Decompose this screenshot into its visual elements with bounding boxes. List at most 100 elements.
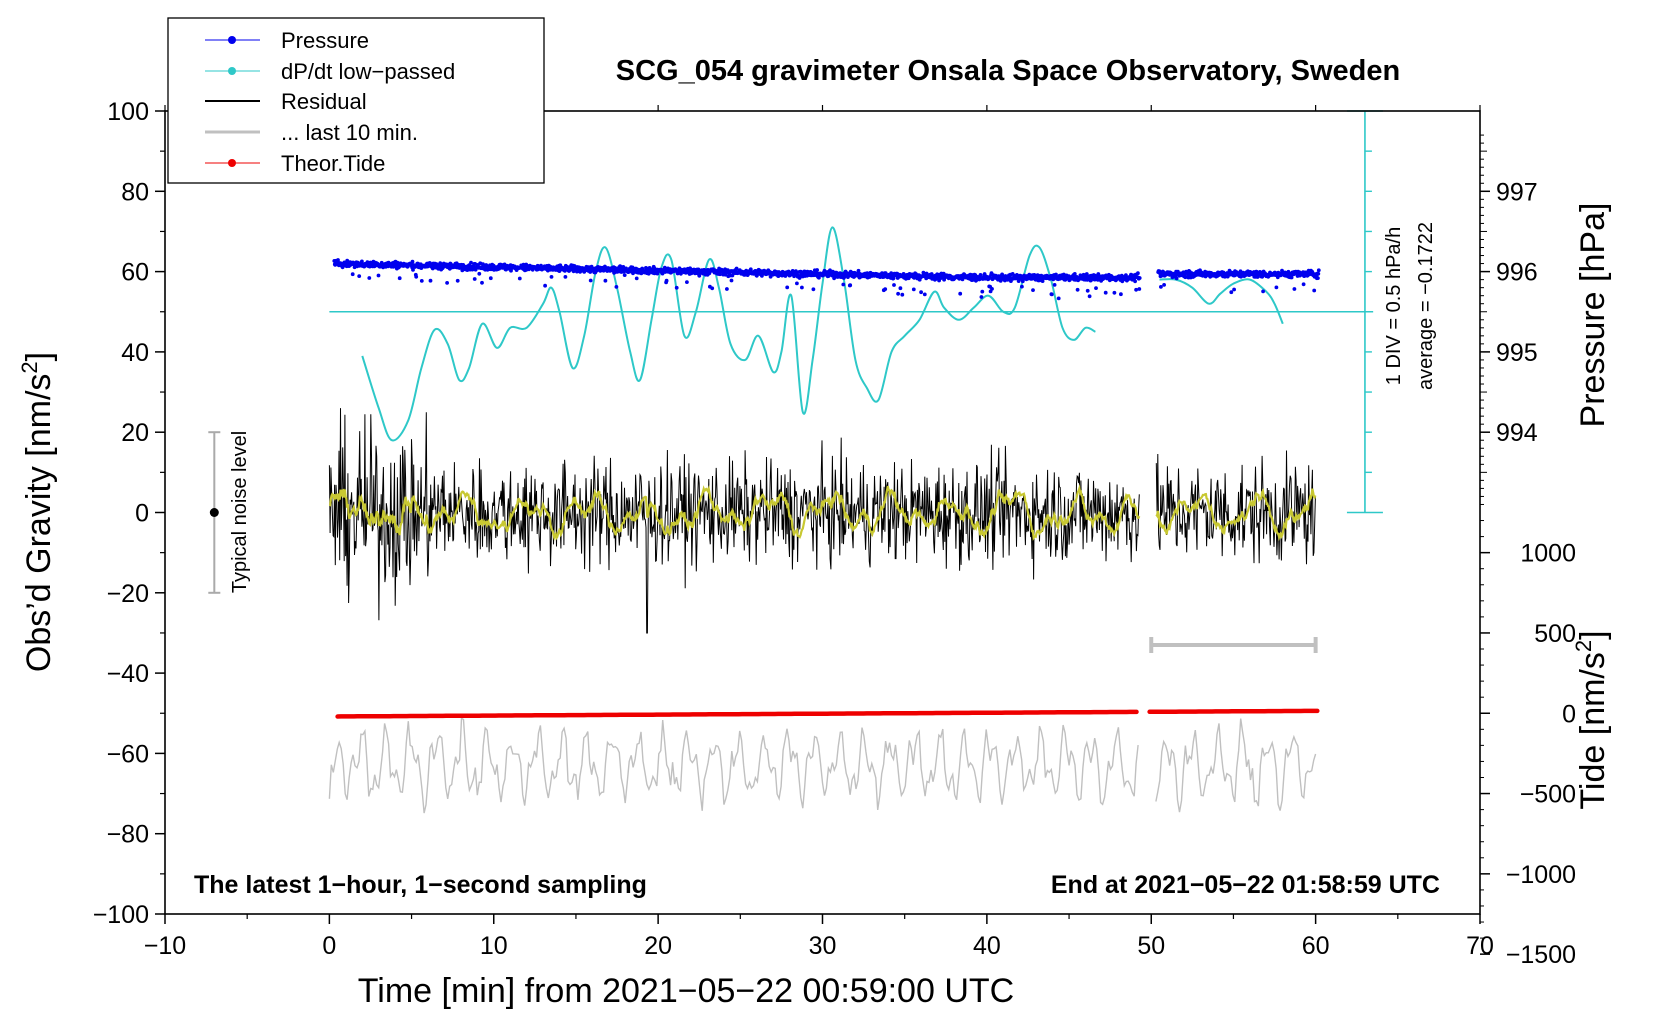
y-tick-label: 0 <box>135 500 149 528</box>
pressure-point <box>919 290 923 295</box>
pressure-point <box>828 268 832 273</box>
pressure-tick-label: 994 <box>1496 419 1538 447</box>
pressure-series <box>332 258 1321 301</box>
pressure-point <box>697 273 702 278</box>
pressure-point <box>549 275 554 279</box>
legend-entry-dpdt: dP/dt low−passed <box>205 59 455 84</box>
chart-title: SCG_054 gravimeter Onsala Space Observat… <box>616 55 1400 87</box>
pressure-point <box>488 276 493 281</box>
pressure-point <box>856 268 861 273</box>
tide-tick-label: −1500 <box>1506 941 1576 969</box>
pressure-point <box>1119 292 1123 297</box>
pressure-point <box>622 273 627 277</box>
noise-level-label: Typical noise level <box>229 431 251 593</box>
x-tick-label: 40 <box>973 932 1001 960</box>
legend-tide-label: Theor.Tide <box>281 151 385 176</box>
tide-tick-label: −500 <box>1520 781 1576 809</box>
pressure-point <box>841 282 846 287</box>
x-tick-label: 70 <box>1466 932 1494 960</box>
residual-smoothed-line <box>328 484 1317 542</box>
tide-tick-label: 1000 <box>1520 540 1576 568</box>
pressure-point <box>815 268 819 272</box>
pressure-point <box>428 278 433 283</box>
pressure-point <box>1316 276 1320 280</box>
pressure-point <box>1316 268 1321 273</box>
pressure-point <box>685 280 689 284</box>
legend-tide-marker <box>228 159 236 167</box>
pressure-point <box>674 285 679 290</box>
pressure-point <box>1162 283 1166 287</box>
pressure-point <box>477 271 482 276</box>
noise-level-point <box>209 508 219 517</box>
pressure-point <box>543 283 547 288</box>
legend-dpdt-label: dP/dt low−passed <box>281 59 455 84</box>
pressure-point <box>1312 288 1317 293</box>
pressure-point <box>1136 271 1140 276</box>
pressure-point <box>883 287 888 291</box>
pressure-point <box>1134 287 1138 292</box>
legend: Pressure dP/dt low−passed Residual ... l… <box>167 17 545 184</box>
pressure-point <box>725 287 729 291</box>
pressure-point <box>1292 287 1297 291</box>
pressure-point <box>1316 271 1321 276</box>
x-tick-label: 50 <box>1137 932 1165 960</box>
pressure-point <box>979 295 984 299</box>
pressure-point <box>563 275 568 279</box>
pressure-point <box>980 289 985 294</box>
y-axis-label-left: Obs’d Gravity [nm/s2] <box>17 352 58 672</box>
pressure-point <box>410 259 415 264</box>
dpdt-average-label: average = −0.1722 <box>1415 222 1437 390</box>
pressure-point <box>655 271 660 276</box>
pressure-point <box>455 278 460 283</box>
legend-pressure-marker <box>228 36 236 44</box>
pressure-point <box>734 266 739 271</box>
axes-layer: −10 0 10 20 30 40 50 60 70−100−80−60−40−20020406… <box>93 98 1576 969</box>
x-tick-label: 10 <box>480 932 508 960</box>
pressure-point <box>336 258 340 262</box>
pressure-point <box>958 291 963 296</box>
pressure-point <box>614 285 619 289</box>
last10-residual-line <box>328 716 1317 814</box>
pressure-point <box>1261 289 1265 294</box>
pressure-point <box>588 278 593 283</box>
dpdt-scale-label: 1 DIV = 0.5 hPa/h <box>1383 227 1405 385</box>
pressure-point <box>1137 287 1142 291</box>
pressure-point <box>376 273 381 278</box>
pressure-point <box>603 278 608 283</box>
y-tick-label: −60 <box>107 740 149 768</box>
pressure-point <box>811 287 816 292</box>
tide-tick-label: −1000 <box>1506 861 1576 889</box>
pressure-point <box>729 278 734 283</box>
pressure-point <box>481 262 485 266</box>
pressure-point <box>517 276 522 281</box>
x-tick-label: 60 <box>1302 932 1330 960</box>
dpdt-lowpassed-line <box>1159 278 1284 325</box>
pressure-point <box>718 272 722 277</box>
pressure-point <box>1103 290 1108 295</box>
pressure-point <box>1112 290 1117 295</box>
y-tick-label: −40 <box>107 660 149 688</box>
pressure-point <box>892 283 896 287</box>
pressure-point <box>634 276 639 281</box>
pressure-point <box>911 287 916 292</box>
theoretical-tide-line <box>335 708 1320 719</box>
tide-tick-label: 500 <box>1534 620 1576 648</box>
pressure-point <box>1094 286 1098 290</box>
y-axis-label-pressure: Pressure [hPa] <box>1574 203 1612 428</box>
tide-tick-label: 0 <box>1562 700 1576 728</box>
pressure-tick-label: 997 <box>1496 178 1538 206</box>
pressure-point <box>795 281 799 286</box>
pressure-point <box>664 278 669 283</box>
pressure-point <box>785 285 790 290</box>
footer-left-caption: The latest 1−hour, 1−second sampling <box>194 871 647 899</box>
x-tick-label: 0 <box>322 932 336 960</box>
pressure-point <box>1087 294 1092 299</box>
pressure-point <box>397 276 402 281</box>
pressure-point <box>1159 285 1163 289</box>
pressure-point <box>1056 296 1061 301</box>
pressure-point <box>1031 288 1035 292</box>
legend-entry-pressure: Pressure <box>205 28 369 53</box>
pressure-point <box>1289 275 1294 280</box>
footer-right-caption: End at 2021−05−22 01:58:59 UTC <box>1051 871 1440 899</box>
legend-entry-residual: Residual <box>205 89 367 114</box>
